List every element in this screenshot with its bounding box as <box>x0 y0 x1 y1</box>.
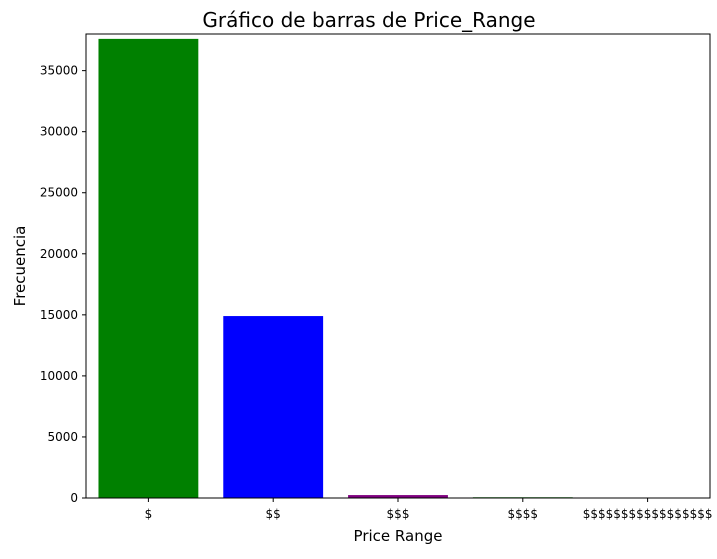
x-tick-label: $$$$ <box>508 507 539 521</box>
bar-2 <box>223 316 323 498</box>
y-tick-label: 10000 <box>40 369 78 383</box>
chart-title: Gráfico de barras de Price_Range <box>202 8 535 32</box>
y-tick-label: 0 <box>70 491 78 505</box>
y-axis: 0 5000 10000 15000 20000 25000 30000 35000 <box>40 64 86 505</box>
bar-1 <box>98 39 198 498</box>
bars-group <box>98 39 697 498</box>
x-tick-label: $$$ <box>387 507 410 521</box>
x-tick-label: $$$$$$$$$$$$$$$$$ <box>583 507 713 521</box>
x-axis: $$$$$$$$$$$$$$$$$$$$$$$$$$$ <box>145 498 713 521</box>
y-tick-label: 35000 <box>40 64 78 78</box>
y-axis-label: Frecuencia <box>11 226 29 307</box>
y-tick-label: 15000 <box>40 308 78 322</box>
x-tick-label: $ <box>145 507 153 521</box>
x-tick-label: $$ <box>266 507 281 521</box>
y-tick-label: 20000 <box>40 247 78 261</box>
x-axis-label: Price Range <box>354 527 443 545</box>
y-tick-label: 25000 <box>40 186 78 200</box>
y-tick-label: 30000 <box>40 125 78 139</box>
y-tick-label: 5000 <box>47 430 78 444</box>
